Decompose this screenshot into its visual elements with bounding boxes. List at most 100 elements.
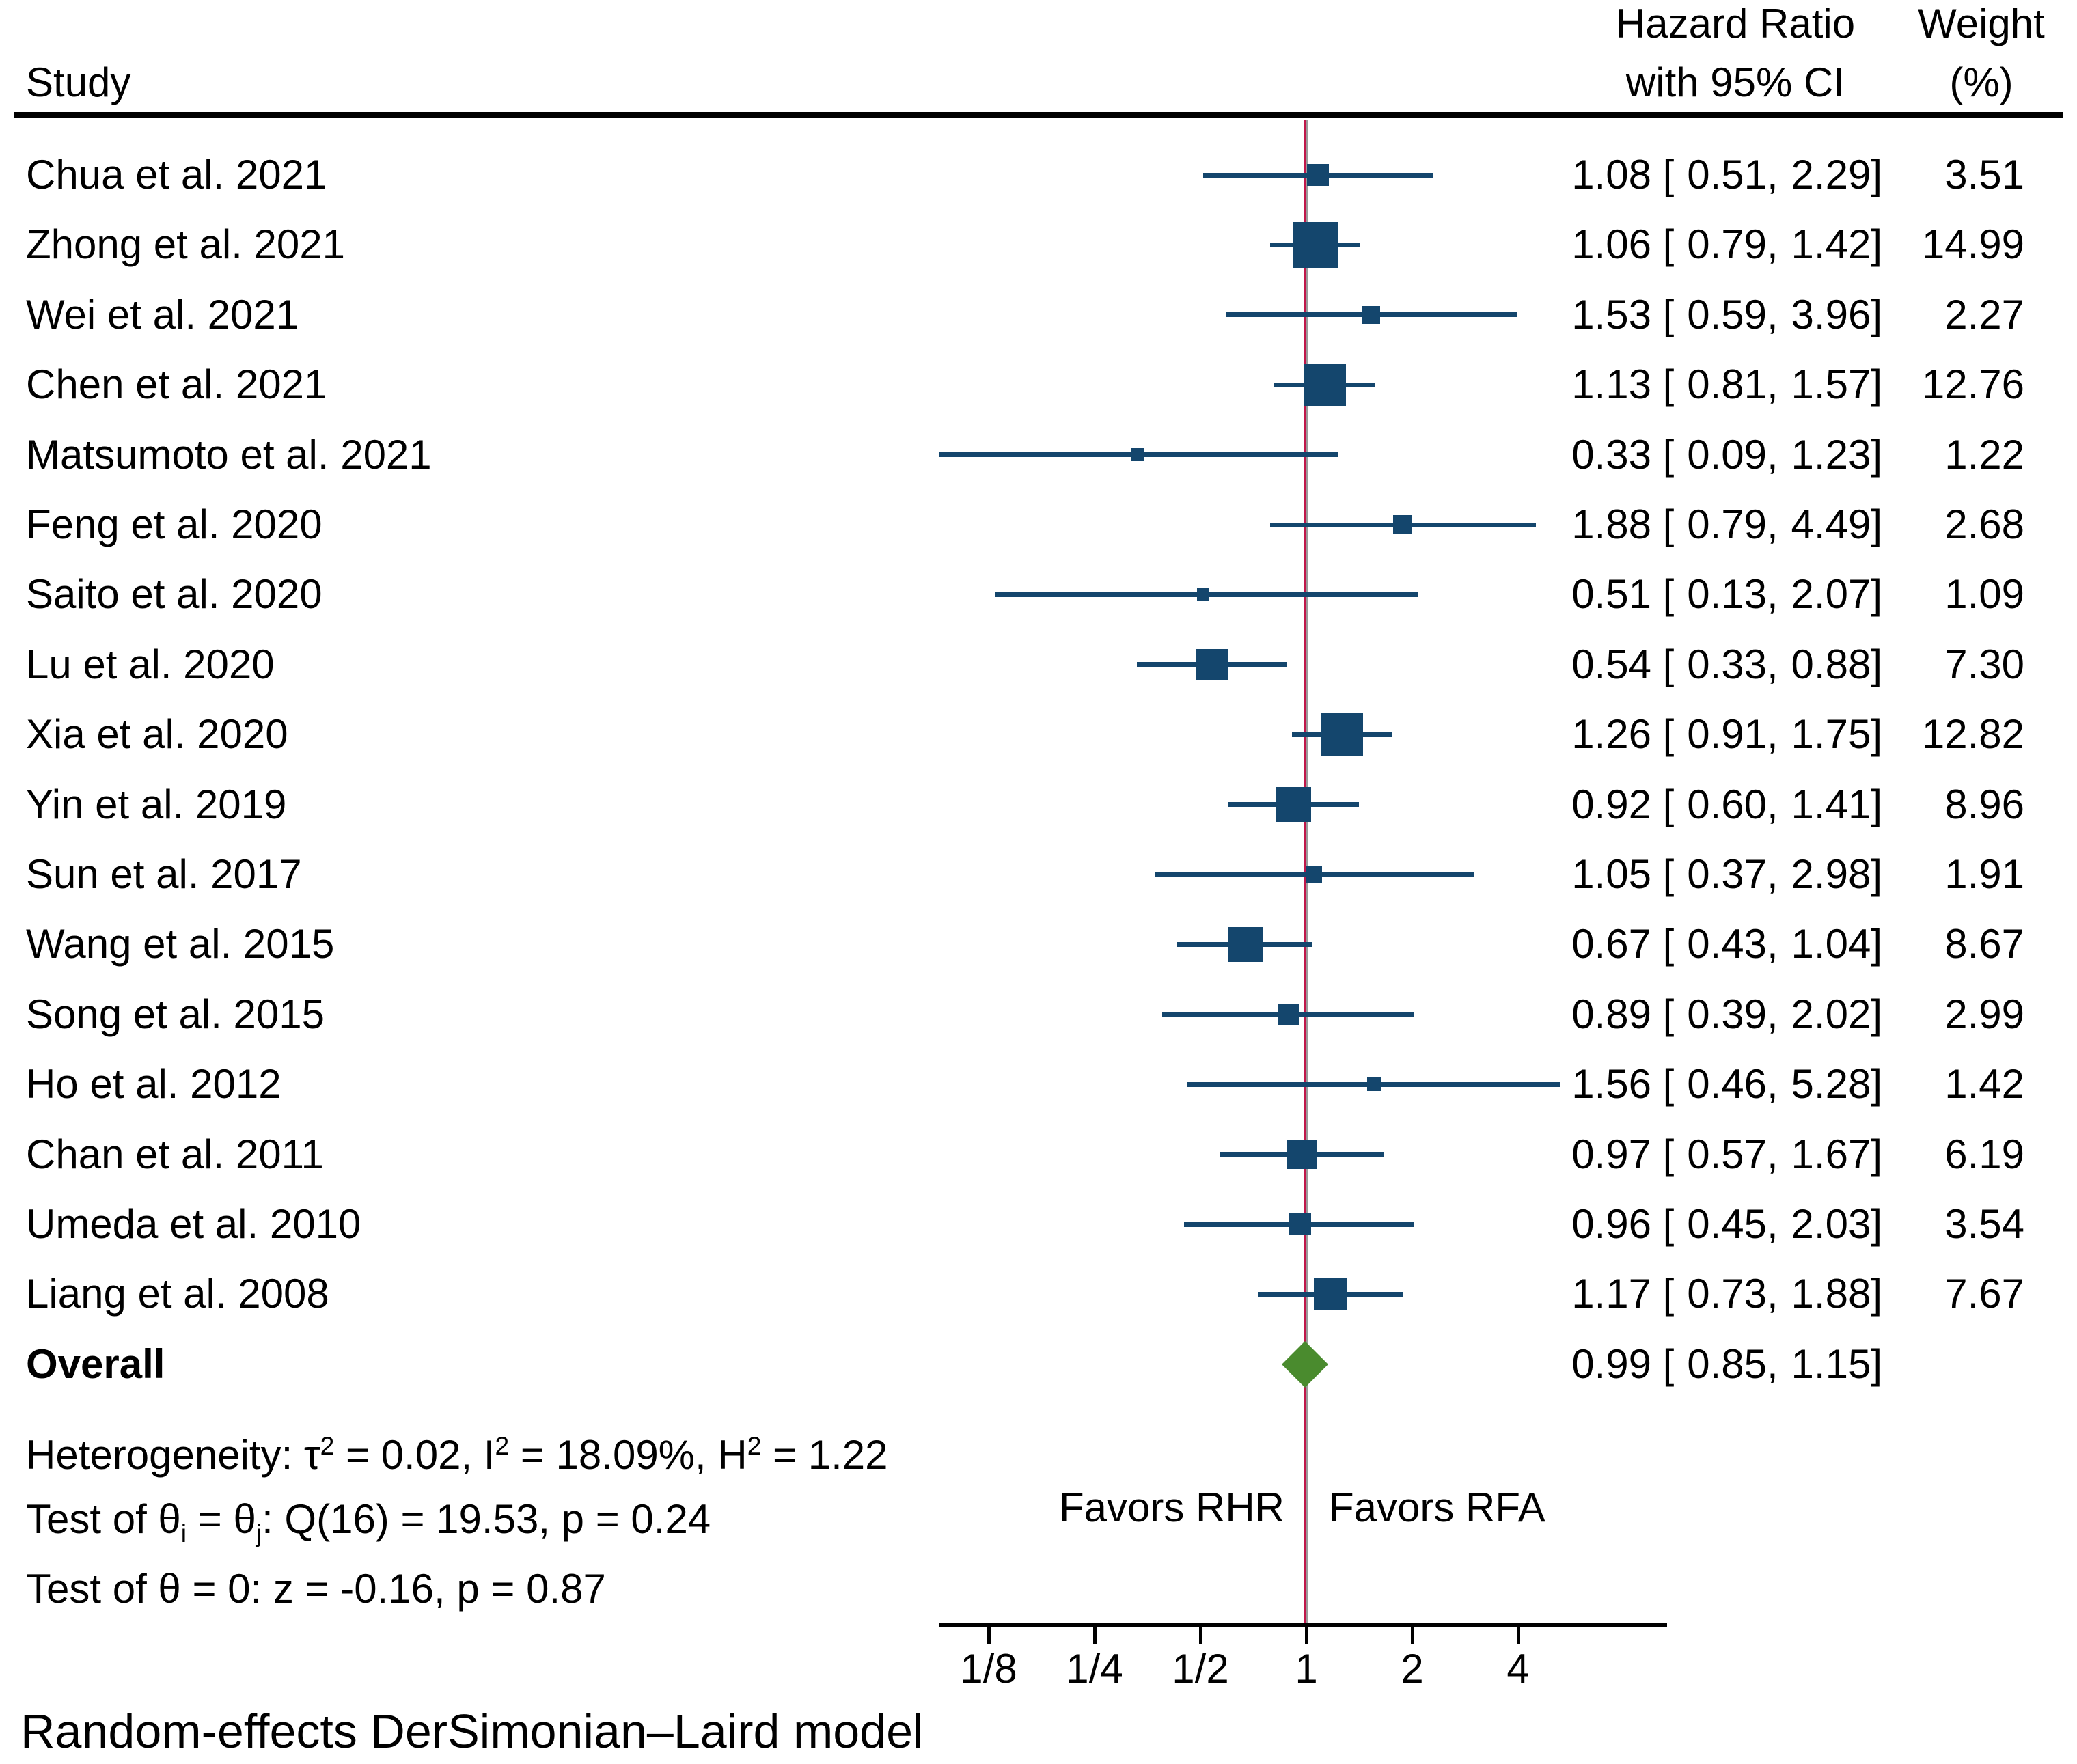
hr-ci-text: 1.88 [ 0.79, 4.49] — [1571, 501, 1882, 547]
header-divider — [14, 112, 2063, 118]
weight-value: 14.99 — [1921, 221, 2024, 267]
weight-column-header-line1: Weight — [1918, 1, 2045, 46]
hr-ci-text: 1.06 [ 0.79, 1.42] — [1571, 221, 1882, 267]
hr-ci-text: 1.08 [ 0.51, 2.29] — [1571, 152, 1882, 197]
x-axis-line — [939, 1623, 1667, 1627]
study-label: Saito et al. 2020 — [26, 571, 322, 617]
overall-ci-high: 1.15 — [1791, 1341, 1871, 1387]
study-label: Ho et al. 2012 — [26, 1061, 281, 1107]
x-axis-tick-label: 1 — [1295, 1646, 1318, 1692]
hr-ci-text: 0.89 [ 0.39, 2.02] — [1571, 991, 1882, 1037]
effect-marker — [1306, 866, 1322, 883]
weight-value: 2.27 — [1944, 292, 2024, 337]
overall-ci-low: 0.85 — [1687, 1341, 1767, 1387]
overall-diamond — [1282, 1341, 1328, 1388]
effect-marker — [1228, 927, 1263, 962]
effect-marker — [1278, 1004, 1299, 1025]
effect-marker — [1196, 649, 1228, 680]
study-label: Liang et al. 2008 — [26, 1271, 329, 1317]
weight-value: 3.54 — [1944, 1201, 2024, 1247]
weight-value: 12.76 — [1921, 361, 2024, 407]
overall-ci-text: 0.99 [ 0.85, 1.15] — [1541, 1343, 1882, 1386]
weight-value: 8.96 — [1944, 782, 2024, 827]
effect-marker — [1276, 787, 1311, 822]
hr-ci-text: 1.26 [ 0.91, 1.75] — [1571, 711, 1882, 757]
effect-marker — [1393, 515, 1412, 534]
weight-value: 12.82 — [1921, 711, 2024, 757]
hr-ci-text: 1.56 [ 0.46, 5.28] — [1571, 1061, 1882, 1107]
weight-value: 3.51 — [1944, 152, 2024, 197]
study-label: Xia et al. 2020 — [26, 711, 288, 757]
heterogeneity-text: Heterogeneity: τ2 = 0.02, I2 = 18.09%, H… — [26, 1431, 888, 1478]
study-label: Umeda et al. 2010 — [26, 1201, 361, 1247]
model-caption: Random-effects DerSimonian–Laird model — [20, 1705, 924, 1758]
hr-ci-text: 1.17 [ 0.73, 1.88] — [1571, 1271, 1882, 1317]
x-axis-tick — [987, 1626, 991, 1644]
hr-ci-text: 1.13 [ 0.81, 1.57] — [1571, 361, 1882, 407]
overall-label: Overall — [26, 1341, 165, 1387]
weight-value: 2.68 — [1944, 501, 2024, 547]
effect-marker — [1367, 1077, 1381, 1091]
effect-marker — [1321, 713, 1363, 756]
weight-value: 6.19 — [1944, 1131, 2024, 1177]
x-axis-tick — [1093, 1626, 1097, 1644]
effect-marker — [1197, 588, 1209, 601]
hr-ci-text: 1.05 [ 0.37, 2.98] — [1571, 851, 1882, 897]
test-theta-equality-text: Test of θi = θj: Q(16) = 19.53, p = 0.24 — [26, 1496, 711, 1548]
overall-hr-value: 0.99 — [1571, 1341, 1651, 1387]
weight-value: 7.67 — [1944, 1271, 2024, 1317]
study-label: Matsumoto et al. 2021 — [26, 432, 432, 478]
weight-value: 8.67 — [1944, 921, 2024, 967]
weight-column-header-line2: (%) — [1949, 59, 2013, 105]
study-label: Wei et al. 2021 — [26, 292, 299, 337]
x-axis-tick — [1199, 1626, 1202, 1644]
weight-value: 1.22 — [1944, 432, 2024, 478]
x-axis-tick-label: 1/2 — [1172, 1646, 1229, 1692]
hr-ci-text: 0.51 [ 0.13, 2.07] — [1571, 571, 1882, 617]
x-axis-tick-label: 1/8 — [960, 1646, 1017, 1692]
weight-value: 1.91 — [1944, 851, 2024, 897]
x-axis-tick — [1517, 1626, 1520, 1644]
effect-marker — [1307, 164, 1329, 186]
study-label: Song et al. 2015 — [26, 991, 325, 1037]
study-label: Chen et al. 2021 — [26, 361, 327, 407]
test-theta-zero-text: Test of θ = 0: z = -0.16, p = 0.87 — [26, 1566, 606, 1612]
hazard-ratio-header-line2: with 95% CI — [1625, 59, 1845, 105]
hr-ci-text: 0.33 [ 0.09, 1.23] — [1571, 432, 1882, 478]
effect-marker — [1289, 1213, 1311, 1235]
hr-ci-text: 0.67 [ 0.43, 1.04] — [1571, 921, 1882, 967]
x-axis-tick — [1305, 1626, 1308, 1644]
effect-marker — [1293, 222, 1338, 268]
hr-ci-text: 0.96 [ 0.45, 2.03] — [1571, 1201, 1882, 1247]
weight-value: 1.42 — [1944, 1061, 2024, 1107]
hr-ci-text: 0.54 [ 0.33, 0.88] — [1571, 642, 1882, 687]
weight-value: 1.09 — [1944, 571, 2024, 617]
x-axis-tick-label: 1/4 — [1066, 1646, 1123, 1692]
study-label: Yin et al. 2019 — [26, 782, 287, 827]
hazard-ratio-header-line1: Hazard Ratio — [1615, 1, 1856, 46]
weight-value: 2.99 — [1944, 991, 2024, 1037]
x-axis-tick — [1411, 1626, 1414, 1644]
study-label: Chan et al. 2011 — [26, 1131, 324, 1177]
study-label: Lu et al. 2020 — [26, 642, 275, 687]
study-label: Wang et al. 2015 — [26, 921, 335, 967]
x-axis-tick-label: 2 — [1401, 1646, 1424, 1692]
effect-marker — [1314, 1278, 1347, 1310]
effect-marker — [1287, 1140, 1317, 1169]
study-label: Feng et al. 2020 — [26, 501, 322, 547]
hr-ci-text: 1.53 [ 0.59, 3.96] — [1571, 292, 1882, 337]
weight-value: 7.30 — [1944, 642, 2024, 687]
favors-right-label: Favors RFA — [1329, 1485, 1545, 1530]
study-column-header: Study — [26, 59, 131, 105]
study-label: Zhong et al. 2021 — [26, 221, 346, 267]
x-axis-tick-label: 4 — [1507, 1646, 1530, 1692]
effect-marker — [1304, 364, 1346, 406]
effect-marker — [1362, 306, 1380, 324]
effect-marker — [1131, 448, 1144, 461]
favors-left-label: Favors RHR — [1058, 1485, 1284, 1530]
study-label: Chua et al. 2021 — [26, 152, 327, 197]
hr-ci-text: 0.92 [ 0.60, 1.41] — [1571, 782, 1882, 827]
hr-ci-text: 0.97 [ 0.57, 1.67] — [1571, 1131, 1882, 1177]
study-label: Sun et al. 2017 — [26, 851, 302, 897]
